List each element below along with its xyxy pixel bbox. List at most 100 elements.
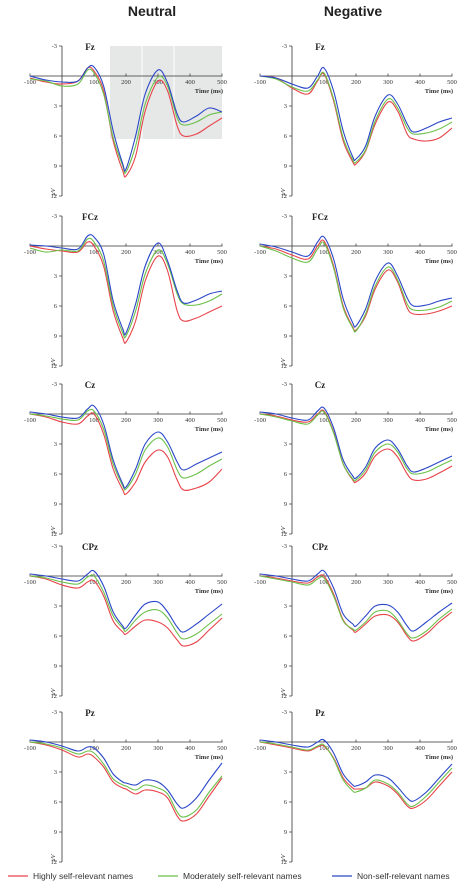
column-title-neutral: Neutral <box>128 3 176 19</box>
erp-panel-neutral-fcz: FCz -3 3 6 9 12 -100 100 200 300 400 500 Time (ms) μV <box>24 212 227 370</box>
series-line-moderately <box>259 410 453 482</box>
x-tick-label: 400 <box>185 249 195 256</box>
erp-panel-negative-fcz: FCz -3 3 6 9 12 -100 100 200 300 400 500 Time (ms) μV <box>254 212 457 370</box>
x-tick-label: 300 <box>153 249 163 256</box>
x-tick-label: -100 <box>254 79 266 86</box>
x-tick-label: 500 <box>217 745 227 752</box>
x-tick-label: -100 <box>24 417 36 424</box>
y-axis-title: μV <box>50 525 57 533</box>
y-tick-label: 6 <box>54 133 58 140</box>
erp-panel-negative-cz: Cz -3 3 6 9 12 -100 100 200 300 400 500 Time (ms) μV <box>254 380 457 538</box>
y-tick-label: 9 <box>54 163 57 170</box>
erp-panel-negative-cpz: CPz -3 3 6 9 12 -100 100 200 300 400 500 Time (ms) μV <box>254 542 457 700</box>
y-tick-label: 3 <box>284 273 287 280</box>
series-line-non-self-relevant <box>259 738 453 802</box>
series-line-non-self-relevant <box>259 235 453 328</box>
y-tick-label: 3 <box>284 441 287 448</box>
x-axis-title: Time (ms) <box>425 426 453 433</box>
series-line-moderately <box>29 408 223 491</box>
x-tick-label: -100 <box>254 417 266 424</box>
y-tick-label: 9 <box>54 333 57 340</box>
x-tick-label: 300 <box>153 745 163 752</box>
panel-title: CPz <box>312 542 328 552</box>
y-tick-label: 6 <box>284 633 288 640</box>
x-tick-label: -100 <box>254 745 266 752</box>
x-tick-label: 500 <box>447 417 457 424</box>
x-tick-label: 200 <box>121 79 131 86</box>
series-line-highly <box>259 574 453 642</box>
x-tick-label: 500 <box>447 745 457 752</box>
erp-panel-neutral-cpz: CPz -3 3 6 9 12 -100 100 200 300 400 500 Time (ms) μV <box>24 542 227 700</box>
x-tick-label: -100 <box>24 249 36 256</box>
y-tick-label: 9 <box>284 333 287 340</box>
x-tick-label: 100 <box>319 249 329 256</box>
y-tick-label: -3 <box>52 213 57 220</box>
x-tick-label: 300 <box>383 249 393 256</box>
series-line-moderately <box>29 574 223 640</box>
y-axis-title: μV <box>280 187 287 195</box>
y-tick-label: -3 <box>52 543 57 550</box>
y-tick-label: -3 <box>282 381 287 388</box>
y-tick-label: -3 <box>282 543 287 550</box>
y-axis-title: μV <box>50 357 57 365</box>
y-axis-title: μV <box>50 687 57 695</box>
x-axis-title: Time (ms) <box>425 588 453 595</box>
x-tick-label: -100 <box>24 745 36 752</box>
y-tick-label: 9 <box>54 501 57 508</box>
x-tick-label: 400 <box>415 579 425 586</box>
x-axis-title: Time (ms) <box>195 426 223 433</box>
analysis-window-1 <box>110 46 142 139</box>
y-tick-label: 6 <box>54 303 58 310</box>
y-tick-label: 6 <box>54 471 58 478</box>
x-tick-label: 400 <box>185 417 195 424</box>
x-tick-label: 200 <box>351 579 361 586</box>
panel-grid: Fz -3 3 6 9 12 -100 100 200 300 400 500 Time (ms) μV F… <box>24 42 457 866</box>
series-line-highly <box>259 741 453 809</box>
series-line-non-self-relevant <box>29 569 223 633</box>
x-tick-label: 200 <box>351 417 361 424</box>
panel-title: Cz <box>85 380 96 390</box>
legend-label-highly: Highly self-relevant names <box>33 871 133 881</box>
legend: Highly self-relevant names Moderately se… <box>8 871 450 881</box>
y-tick-label: 12 <box>51 193 58 200</box>
x-axis-title: Time (ms) <box>425 754 453 761</box>
series-line-moderately <box>29 741 223 818</box>
y-tick-label: 9 <box>54 663 57 670</box>
panel-title: Fz <box>85 42 95 52</box>
x-tick-label: 400 <box>415 249 425 256</box>
x-axis-title: Time (ms) <box>425 88 453 95</box>
x-tick-label: 200 <box>121 249 131 256</box>
panel-title: Fz <box>315 42 325 52</box>
erp-panel-neutral-fz: Fz -3 3 6 9 12 -100 100 200 300 400 500 Time (ms) μV <box>24 42 227 200</box>
y-tick-label: -3 <box>52 381 57 388</box>
series-line-moderately <box>259 241 453 333</box>
x-tick-label: 200 <box>121 745 131 752</box>
x-tick-label: 500 <box>217 249 227 256</box>
series-line-non-self-relevant <box>29 64 223 172</box>
y-tick-label: 3 <box>54 103 57 110</box>
y-tick-label: 12 <box>281 693 288 700</box>
x-tick-label: 400 <box>415 79 425 86</box>
x-tick-label: 100 <box>89 79 99 86</box>
y-tick-label: 9 <box>284 663 287 670</box>
x-tick-label: 500 <box>217 579 227 586</box>
erp-panel-neutral-cz: Cz -3 3 6 9 12 -100 100 200 300 400 500 Time (ms) μV <box>24 380 227 538</box>
x-tick-label: 500 <box>217 79 227 86</box>
panel-title: FCz <box>82 212 98 222</box>
x-tick-label: -100 <box>24 579 36 586</box>
panel-title: Pz <box>315 708 325 718</box>
panel-title: CPz <box>82 542 98 552</box>
x-tick-label: -100 <box>24 79 36 86</box>
x-tick-label: 100 <box>89 579 99 586</box>
panel-title: Cz <box>315 380 326 390</box>
y-tick-label: 6 <box>54 633 58 640</box>
x-tick-label: 500 <box>447 79 457 86</box>
y-tick-label: 6 <box>284 133 288 140</box>
y-axis-title: μV <box>280 853 287 861</box>
x-axis-title: Time (ms) <box>195 88 223 95</box>
y-tick-label: 12 <box>51 531 58 538</box>
series-line-moderately <box>29 68 223 174</box>
y-tick-label: 12 <box>281 193 288 200</box>
y-axis-title: μV <box>280 687 287 695</box>
